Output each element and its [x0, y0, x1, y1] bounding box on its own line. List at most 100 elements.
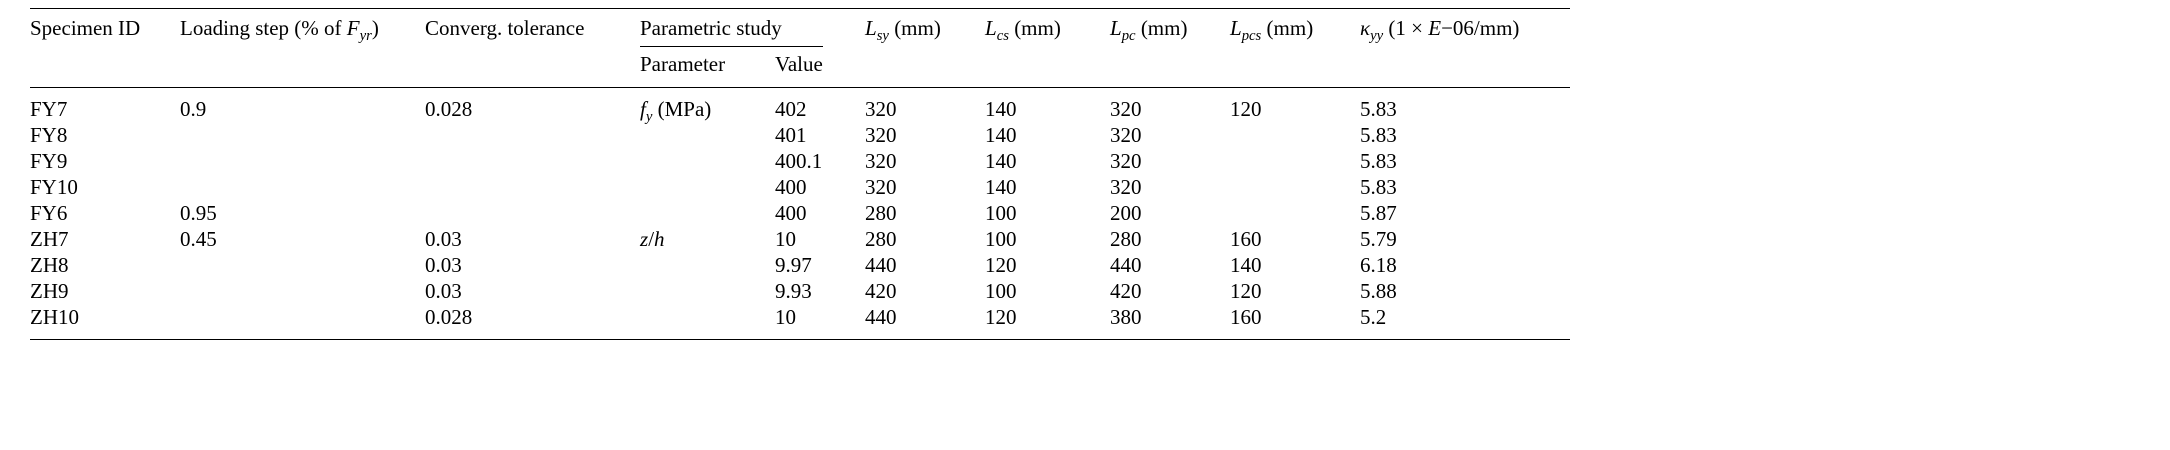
table-cell: 140 — [985, 97, 1017, 121]
table-cell: 320 — [1110, 97, 1142, 121]
table-cell — [180, 253, 425, 279]
table-cell: 200 — [1110, 201, 1142, 225]
table-cell: 280 — [865, 201, 897, 225]
table-cell: 9.93 — [775, 279, 812, 303]
col-header-value: Value — [775, 49, 865, 88]
table-cell — [640, 149, 775, 175]
table-cell: 440 — [1110, 253, 1142, 277]
table-cell: 320 — [865, 97, 897, 121]
table-cell: 140 — [985, 123, 1017, 147]
table-cell: 100 — [985, 279, 1017, 303]
table-cell — [640, 279, 775, 305]
table-cell: 10 — [775, 305, 796, 329]
table-cell — [640, 305, 775, 340]
table-cell — [425, 201, 640, 227]
table-body: FY7 0.9 0.028 fy (MPa) 402 320 140 320 120 5.83 FY… — [30, 88, 1570, 340]
table-cell: 402 — [775, 97, 807, 121]
table-cell: z/h — [640, 227, 665, 251]
table-cell — [640, 253, 775, 279]
table-cell: FY9 — [30, 149, 68, 173]
table-cell: FY7 — [30, 97, 68, 121]
col-header-lsy: Lsy (mm) — [865, 8, 985, 88]
table-cell — [425, 123, 640, 149]
table-cell: 440 — [865, 305, 897, 329]
table-cell — [180, 149, 425, 175]
table-cell: 0.45 — [180, 227, 217, 251]
table-cell — [425, 175, 640, 201]
table-cell: 120 — [1230, 97, 1262, 121]
parametric-study-spanner: Parametric study — [640, 16, 823, 47]
paper-table-region: Specimen ID Loading step (% of Fyr) Conv… — [30, 8, 1570, 340]
table-cell: ZH10 — [30, 305, 79, 329]
table-cell: 5.87 — [1360, 201, 1397, 225]
table-row: FY10 400 320 140 320 5.83 — [30, 175, 1570, 201]
table-cell — [180, 175, 425, 201]
table-cell: 280 — [865, 227, 897, 251]
table-cell: 0.9 — [180, 97, 207, 121]
col-header-lpc: Lpc (mm) — [1110, 8, 1230, 88]
table-cell — [1230, 123, 1360, 149]
table-cell: 401 — [775, 123, 807, 147]
table-row: FY8 401 320 140 320 5.83 — [30, 123, 1570, 149]
table-cell: 5.83 — [1360, 175, 1397, 199]
table-cell: 0.028 — [425, 97, 473, 121]
table-header: Specimen ID Loading step (% of Fyr) Conv… — [30, 8, 1570, 88]
table-cell — [640, 201, 775, 227]
table-cell: ZH8 — [30, 253, 69, 277]
table-row: FY7 0.9 0.028 fy (MPa) 402 320 140 320 120 5.83 — [30, 88, 1570, 126]
table-cell: 140 — [985, 175, 1017, 199]
table-row: ZH7 0.45 0.03 z/h 10 280 100 280 160 5.79 — [30, 227, 1570, 253]
table-cell: 5.83 — [1360, 149, 1397, 173]
table-cell: 5.79 — [1360, 227, 1397, 251]
table-cell — [640, 123, 775, 149]
table-cell: 5.83 — [1360, 123, 1397, 147]
table-cell — [180, 123, 425, 149]
table-cell: 400 — [775, 201, 807, 225]
table-cell: ZH9 — [30, 279, 69, 303]
table-cell: 100 — [985, 227, 1017, 251]
table-cell: 120 — [1230, 279, 1262, 303]
table-cell: 100 — [985, 201, 1017, 225]
table-row: ZH9 0.03 9.93 420 100 420 120 5.88 — [30, 279, 1570, 305]
table-cell: 440 — [865, 253, 897, 277]
table-cell: 320 — [865, 123, 897, 147]
table-cell: 160 — [1230, 305, 1262, 329]
specimen-parametric-table: Specimen ID Loading step (% of Fyr) Conv… — [30, 8, 1570, 340]
table-cell: 400.1 — [775, 149, 823, 173]
table-cell: 320 — [865, 149, 897, 173]
table-cell: ZH7 — [30, 227, 69, 251]
table-cell: 140 — [985, 149, 1017, 173]
header-row-2: Parameter Value — [30, 49, 1570, 88]
table-row: FY6 0.95 400 280 100 200 5.87 — [30, 201, 1570, 227]
table-cell: 280 — [1110, 227, 1142, 251]
table-cell — [425, 149, 640, 175]
table-cell: 420 — [865, 279, 897, 303]
header-row-1: Specimen ID Loading step (% of Fyr) Conv… — [30, 8, 1570, 88]
table-cell: 0.03 — [425, 227, 462, 251]
table-cell: fy (MPa) — [640, 97, 712, 126]
table-cell: 0.03 — [425, 279, 462, 303]
col-header-converg-tolerance: Converg. tolerance — [425, 8, 640, 88]
table-row: ZH8 0.03 9.97 440 120 440 140 6.18 — [30, 253, 1570, 279]
table-cell: 5.2 — [1360, 305, 1387, 329]
col-header-loading-step: Loading step (% of Fyr) — [180, 8, 425, 88]
table-cell: FY8 — [30, 123, 68, 147]
table-cell: 380 — [1110, 305, 1142, 329]
table-cell — [1230, 201, 1360, 227]
table-cell: 6.18 — [1360, 253, 1397, 277]
table-cell — [180, 279, 425, 305]
table-cell — [1230, 175, 1360, 201]
table-cell: 0.028 — [425, 305, 473, 329]
table-cell: 140 — [1230, 253, 1262, 277]
table-cell: 120 — [985, 253, 1017, 277]
col-header-parametric-study: Parametric study — [640, 9, 865, 50]
table-cell: 320 — [1110, 175, 1142, 199]
col-header-lcs: Lcs (mm) — [985, 8, 1110, 88]
table-row: ZH10 0.028 10 440 120 380 160 5.2 — [30, 305, 1570, 340]
table-cell: 5.88 — [1360, 279, 1397, 303]
table-cell: 5.83 — [1360, 97, 1397, 121]
col-header-specimen-id: Specimen ID — [30, 8, 180, 88]
col-header-kyy: κyy (1 × E−06/mm) — [1360, 8, 1570, 88]
table-cell: 120 — [985, 305, 1017, 329]
